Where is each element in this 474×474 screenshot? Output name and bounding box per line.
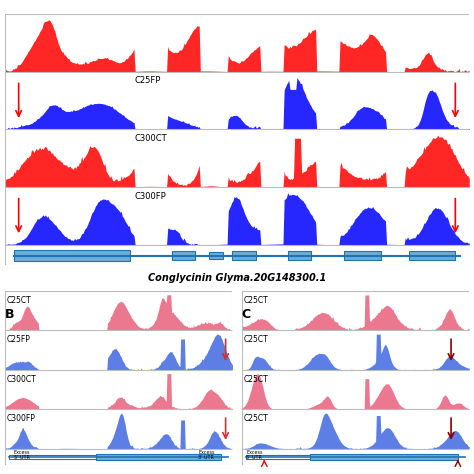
Bar bbox=[5, 370, 232, 410]
Bar bbox=[242, 330, 469, 370]
FancyBboxPatch shape bbox=[246, 455, 310, 459]
Text: Excess
3' UTR: Excess 3' UTR bbox=[198, 449, 215, 460]
Bar bbox=[5, 330, 232, 370]
Bar bbox=[5, 187, 469, 245]
Text: C25CT: C25CT bbox=[244, 414, 269, 423]
Text: C25FP: C25FP bbox=[135, 76, 161, 85]
Text: C25CT: C25CT bbox=[244, 335, 269, 344]
Bar bbox=[5, 410, 232, 449]
Bar bbox=[5, 291, 232, 330]
Bar bbox=[5, 72, 469, 129]
Text: C300FP: C300FP bbox=[7, 414, 36, 423]
FancyBboxPatch shape bbox=[14, 250, 130, 261]
FancyBboxPatch shape bbox=[344, 251, 381, 260]
FancyBboxPatch shape bbox=[209, 252, 223, 259]
Text: C: C bbox=[242, 308, 251, 321]
Bar bbox=[242, 410, 469, 449]
FancyBboxPatch shape bbox=[9, 455, 96, 459]
Text: C25FP: C25FP bbox=[7, 335, 31, 344]
Text: C25CT: C25CT bbox=[7, 296, 32, 305]
Bar bbox=[5, 14, 469, 72]
FancyBboxPatch shape bbox=[409, 251, 456, 260]
Text: C300CT: C300CT bbox=[135, 134, 167, 143]
Text: C25CT: C25CT bbox=[244, 296, 269, 305]
Text: C300FP: C300FP bbox=[135, 191, 166, 201]
Text: B: B bbox=[5, 308, 14, 321]
FancyBboxPatch shape bbox=[172, 251, 195, 260]
Text: Excess
5' UTR: Excess 5' UTR bbox=[246, 449, 263, 460]
Text: Excess
5' UTR: Excess 5' UTR bbox=[14, 449, 30, 460]
FancyBboxPatch shape bbox=[288, 251, 311, 260]
FancyBboxPatch shape bbox=[310, 454, 458, 460]
Text: Conglycinin Glyma.20G148300.1: Conglycinin Glyma.20G148300.1 bbox=[148, 273, 326, 283]
Text: C300CT: C300CT bbox=[7, 374, 37, 383]
Bar bbox=[242, 370, 469, 410]
FancyBboxPatch shape bbox=[232, 251, 255, 260]
Text: C25CT: C25CT bbox=[244, 374, 269, 383]
FancyBboxPatch shape bbox=[96, 454, 221, 460]
Bar bbox=[5, 129, 469, 187]
